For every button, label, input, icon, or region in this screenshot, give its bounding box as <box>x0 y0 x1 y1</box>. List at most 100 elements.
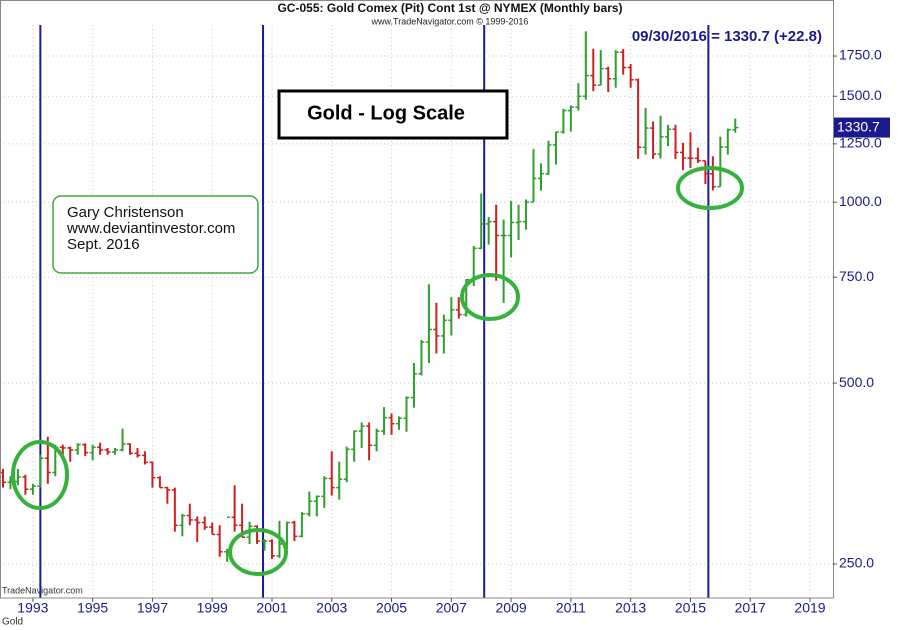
x-tick-label: 2015 <box>675 600 706 616</box>
price-bar <box>216 525 223 557</box>
price-bar <box>268 539 275 559</box>
highlight-ellipse <box>460 273 520 321</box>
price-bar <box>732 118 739 133</box>
y-tick-label: 250.0 <box>839 555 874 571</box>
price-bar <box>687 132 694 168</box>
price-bar <box>410 362 417 408</box>
price-bar <box>358 422 365 448</box>
symbol: Gold <box>2 617 23 628</box>
price-bar <box>171 487 178 532</box>
price-bar <box>567 105 574 132</box>
y-tick-label: 1750.0 <box>839 47 882 63</box>
y-tick-label: 1000.0 <box>839 193 882 209</box>
x-tick-label: 2019 <box>794 600 825 616</box>
price-bar <box>702 159 709 184</box>
price-bar <box>74 443 81 455</box>
price-bar <box>336 461 343 500</box>
annotation-box <box>277 89 509 140</box>
x-tick-label: 2009 <box>496 600 527 616</box>
price-bar <box>672 124 679 159</box>
price-bar <box>515 204 522 240</box>
price-bar <box>261 539 268 551</box>
price-bar <box>328 451 335 496</box>
x-tick-label: 2003 <box>316 600 347 616</box>
last-value-label: 1330.7 <box>837 118 880 134</box>
price-bar <box>291 520 298 542</box>
axes: 1993 1995 1997 1999 2001 2003 2005 2007 2009 2011… <box>17 47 890 616</box>
price-bar <box>366 422 373 461</box>
plot-border <box>0 0 834 599</box>
price-bar <box>97 442 104 455</box>
price-bar <box>67 446 74 462</box>
author-line: www.deviantinvestor.com <box>66 220 235 237</box>
chart-title: GC-055: Gold Comex (Pit) Cont 1st @ NYME… <box>277 1 622 15</box>
price-bar <box>537 163 544 191</box>
price-bar <box>82 443 89 457</box>
x-tick-label: 2001 <box>256 600 287 616</box>
price-bar <box>552 131 559 165</box>
price-bar <box>612 50 619 88</box>
price-bar <box>627 64 634 88</box>
price-bar <box>657 115 664 159</box>
x-tick-label: 1995 <box>77 600 108 616</box>
last-value-box <box>834 117 890 138</box>
price-bar <box>104 447 111 455</box>
price-bar <box>298 512 305 538</box>
price-bar <box>620 48 627 75</box>
price-bar <box>433 302 440 354</box>
price-bar <box>724 128 731 155</box>
price-bar <box>134 447 141 458</box>
x-tick-label: 1999 <box>197 600 228 616</box>
author-box <box>52 195 259 274</box>
price-bar <box>388 413 395 435</box>
author-line: Gary Christenson <box>67 204 184 221</box>
price-bar <box>22 474 29 495</box>
header-value: 09/30/2016 = 1330.7 (+22.8) <box>632 28 822 45</box>
highlight-ellipse <box>676 166 744 210</box>
x-tick-label: 2005 <box>376 600 407 616</box>
price-bar <box>500 219 507 303</box>
price-bar <box>37 454 44 488</box>
x-tick-label: 1993 <box>17 600 48 616</box>
price-bar <box>425 284 432 363</box>
price-bar <box>530 149 537 203</box>
price-bar <box>455 297 462 319</box>
price-bar <box>149 461 156 488</box>
price-bar <box>650 121 657 159</box>
price-bar <box>209 522 216 536</box>
price-bar <box>179 513 186 537</box>
x-tick-label: 2017 <box>735 600 766 616</box>
price-bar <box>448 297 455 336</box>
price-bar <box>313 495 320 517</box>
price-bar <box>709 156 716 191</box>
price-bar <box>351 430 358 462</box>
price-bar <box>478 193 485 250</box>
x-tick-label: 2007 <box>436 600 467 616</box>
price-bar <box>635 78 642 159</box>
price-bar <box>343 446 350 483</box>
price-bar <box>186 503 193 526</box>
price-bar <box>694 147 701 163</box>
price-bar <box>485 216 492 245</box>
price-bar <box>418 339 425 376</box>
price-bar <box>381 407 388 435</box>
y-tick-label: 500.0 <box>839 374 874 390</box>
price-bar <box>493 204 500 281</box>
price-bar <box>717 136 724 188</box>
y-tick-label: 1250.0 <box>839 135 882 151</box>
price-bar <box>665 124 672 146</box>
y-tick-label: 750.0 <box>839 268 874 284</box>
price-bar <box>582 31 589 100</box>
price-bar <box>119 428 126 452</box>
x-tick-label: 2011 <box>556 600 586 616</box>
x-tick-label: 1997 <box>137 600 168 616</box>
price-bar <box>112 447 119 455</box>
price-bar <box>523 199 530 230</box>
price-bar <box>679 142 686 171</box>
price-bar <box>141 451 148 465</box>
x-tick-label: 2013 <box>615 600 646 616</box>
price-bar <box>224 516 231 562</box>
price-bar <box>560 108 567 134</box>
y-tick-label: 1500.0 <box>839 87 882 103</box>
